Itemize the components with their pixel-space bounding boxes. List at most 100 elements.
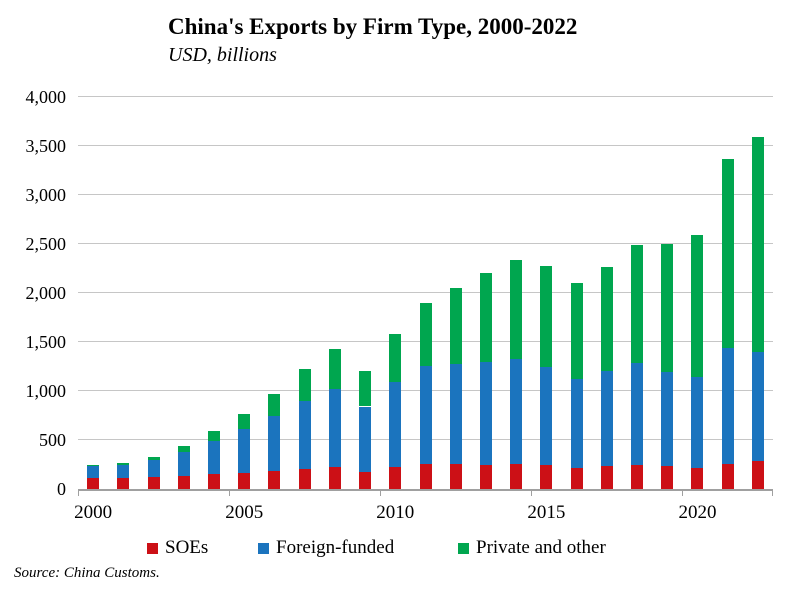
bar-segment-soes-2016 <box>570 467 583 489</box>
y-axis-tick-label: 4,000 <box>25 87 67 107</box>
bar-segment-private-and-other-2020 <box>691 235 704 377</box>
legend-label: Private and other <box>476 537 606 558</box>
x-axis-tick <box>682 489 684 496</box>
legend-item-private-and-other: Private and other <box>458 537 606 559</box>
bar-segment-private-and-other-2003 <box>177 446 190 453</box>
legend-swatch-soes <box>147 543 158 554</box>
y-axis-tick-label: 1,500 <box>25 332 67 352</box>
x-axis-tick <box>531 489 533 496</box>
bar-segment-foreign-funded-2001 <box>117 464 130 478</box>
bar-segment-foreign-funded-2017 <box>600 370 613 467</box>
bar-segment-private-and-other-2005 <box>238 414 251 430</box>
legend-item-foreign-funded: Foreign-funded <box>258 537 394 559</box>
y-axis-tick-label: 500 <box>39 430 66 450</box>
y-axis-tick-label: 3,000 <box>25 185 67 205</box>
bar-segment-private-and-other-2014 <box>510 259 523 359</box>
x-axis-line <box>78 489 773 491</box>
x-axis-tick <box>78 489 79 496</box>
y-axis-tick-label: 3,500 <box>25 136 67 156</box>
bar-segment-soes-2000 <box>87 477 100 489</box>
bar-segment-private-and-other-2022 <box>751 136 764 353</box>
bar-segment-foreign-funded-2006 <box>268 415 281 471</box>
bar-segment-soes-2013 <box>479 464 492 489</box>
bar-segment-foreign-funded-2004 <box>207 440 220 475</box>
x-axis-tick-label: 2010 <box>376 502 415 523</box>
y-axis-tick-label: 2,500 <box>25 234 67 254</box>
bar-segment-foreign-funded-2016 <box>570 378 583 468</box>
bar-segment-private-and-other-2007 <box>298 369 311 401</box>
bar-segment-foreign-funded-2007 <box>298 400 311 470</box>
bar-segment-private-and-other-2021 <box>721 159 734 349</box>
bar-segment-soes-2022 <box>751 460 764 489</box>
bar-segment-soes-2003 <box>177 475 190 489</box>
bar-segment-private-and-other-2002 <box>147 457 160 461</box>
x-axis-tick-label: 2005 <box>225 502 264 523</box>
bar-segment-private-and-other-2012 <box>449 288 462 364</box>
bar-segment-soes-2011 <box>419 463 432 489</box>
bar-segment-foreign-funded-2013 <box>479 362 492 465</box>
bar-segment-foreign-funded-2008 <box>328 389 341 467</box>
bar-segment-foreign-funded-2009 <box>359 406 372 473</box>
bar-segment-soes-2007 <box>298 469 311 489</box>
y-axis-tick-label: 2,000 <box>25 283 67 303</box>
chart-title: China's Exports by Firm Type, 2000-2022 <box>168 14 578 39</box>
bar-segment-foreign-funded-2021 <box>721 348 734 464</box>
bar-segment-soes-2009 <box>359 472 372 489</box>
bar-segment-soes-2005 <box>238 472 251 489</box>
x-axis-tick <box>229 489 231 496</box>
bar-segment-soes-2014 <box>510 464 523 489</box>
bar-segment-foreign-funded-2011 <box>419 366 432 464</box>
bar-segment-private-and-other-2013 <box>479 272 492 363</box>
gridline-y-4000 <box>78 96 773 97</box>
source-note: Source: China Customs. <box>14 565 160 581</box>
legend-item-soes: SOEs <box>147 537 208 559</box>
legend-label: SOEs <box>165 537 209 558</box>
bar-segment-private-and-other-2001 <box>117 462 130 465</box>
gridline-y-3500 <box>78 145 773 146</box>
gridline-y-2500 <box>78 243 773 244</box>
bar-segment-soes-2018 <box>631 465 644 489</box>
bar-segment-foreign-funded-2019 <box>661 372 674 467</box>
x-axis-tick-label: 2020 <box>678 502 717 523</box>
bar-segment-foreign-funded-2015 <box>540 366 553 465</box>
bar-segment-soes-2015 <box>540 465 553 489</box>
bar-segment-soes-2019 <box>661 466 674 489</box>
bar-segment-foreign-funded-2020 <box>691 376 704 469</box>
bar-segment-foreign-funded-2003 <box>177 452 190 476</box>
bar-segment-soes-2002 <box>147 476 160 489</box>
bar-segment-foreign-funded-2010 <box>389 382 402 467</box>
bar-segment-private-and-other-2018 <box>631 245 644 364</box>
legend-label: Foreign-funded <box>276 537 395 558</box>
bar-segment-private-and-other-2000 <box>87 464 100 466</box>
chart-subtitle: USD, billions <box>168 44 277 66</box>
bar-segment-private-and-other-2017 <box>600 267 613 371</box>
bar-segment-foreign-funded-2022 <box>751 352 764 461</box>
bar-segment-private-and-other-2019 <box>661 244 674 372</box>
bar-segment-private-and-other-2015 <box>540 266 553 367</box>
bar-segment-private-and-other-2006 <box>268 394 281 416</box>
legend-swatch-private-and-other <box>458 543 469 554</box>
x-axis-tick <box>380 489 382 496</box>
bar-segment-soes-2021 <box>721 463 734 489</box>
gridline-y-2000 <box>78 292 773 293</box>
bar-segment-soes-2017 <box>600 466 613 489</box>
bar-segment-foreign-funded-2018 <box>631 363 644 465</box>
y-axis-tick-label: 1,000 <box>25 381 67 401</box>
bar-segment-private-and-other-2016 <box>570 283 583 379</box>
y-axis-tick-label: 0 <box>57 479 66 499</box>
bar-segment-foreign-funded-2002 <box>147 460 160 477</box>
bar-segment-soes-2001 <box>117 477 130 489</box>
legend-swatch-foreign-funded <box>258 543 269 554</box>
bar-segment-soes-2020 <box>691 468 704 489</box>
bar-segment-soes-2010 <box>389 466 402 489</box>
bar-segment-foreign-funded-2014 <box>510 358 523 465</box>
bar-segment-soes-2012 <box>449 464 462 489</box>
bar-segment-foreign-funded-2012 <box>449 363 462 465</box>
x-axis-tick <box>772 489 773 496</box>
bar-segment-soes-2008 <box>328 466 341 489</box>
bar-segment-foreign-funded-2000 <box>87 465 100 478</box>
plot-area <box>78 96 773 496</box>
x-axis-tick-label: 2000 <box>74 502 113 523</box>
bar-segment-private-and-other-2004 <box>207 430 220 441</box>
